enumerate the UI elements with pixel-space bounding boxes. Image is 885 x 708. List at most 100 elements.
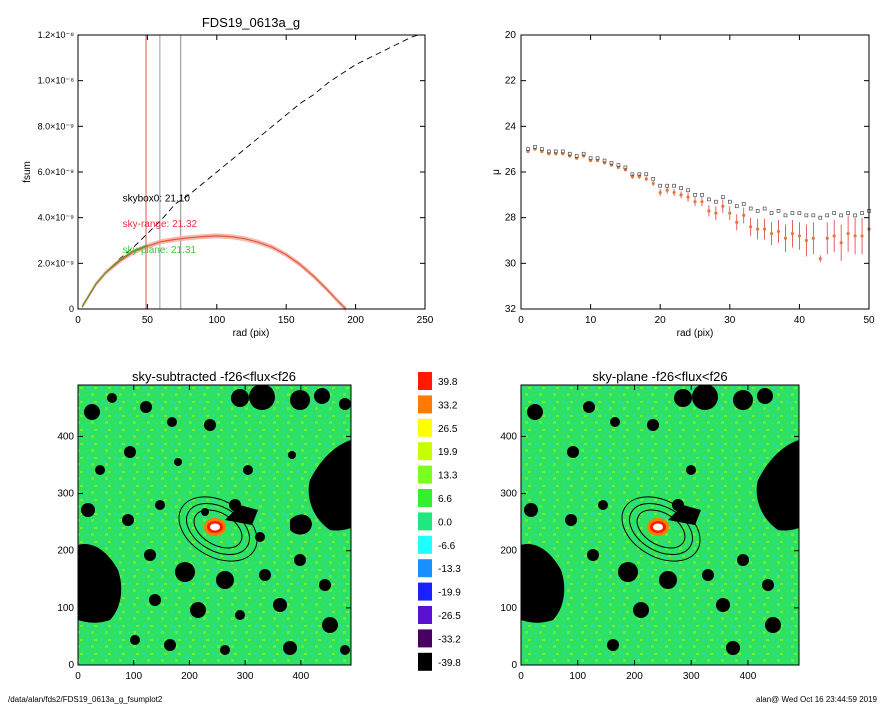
profile-point (589, 158, 593, 163)
x-tick-label: 0 (75, 671, 81, 682)
profile-point-alt (818, 215, 823, 220)
colorbar-label: -26.5 (438, 611, 461, 622)
sky-subtracted-map: sky-subtracted -f26<flux<f26 (57, 369, 352, 682)
profile-xlabel: rad (pix) (677, 328, 714, 339)
profile-point-alt (574, 154, 579, 158)
y-tick-label: 30 (505, 258, 517, 269)
profile-point-alt (686, 188, 690, 193)
profile-plot-area (526, 145, 871, 263)
profile-point (700, 200, 704, 204)
profile-point-alt (547, 149, 551, 154)
profile-point (707, 209, 711, 213)
profile-point (804, 238, 808, 243)
profile-point-alt (832, 211, 837, 215)
colorbar-swatch (418, 418, 432, 437)
profile-point-alt (860, 211, 864, 215)
profile-axes: 0 10 20 30 40 50 20 22 24 26 28 30 32 (505, 30, 875, 326)
y-tick-label: 26 (505, 167, 517, 178)
colorbar-label: -6.6 (438, 541, 456, 552)
profile-point (658, 190, 662, 195)
growth-xlabel: rad (pix) (233, 328, 270, 339)
profile-point-alt (811, 213, 816, 218)
profile-point-alt (727, 199, 732, 204)
profile-point (797, 234, 802, 238)
profile-point (651, 181, 655, 186)
x-tick-label: 200 (626, 671, 643, 682)
profile-point-alt (769, 211, 774, 215)
profile-frame (520, 34, 870, 310)
profile-point (721, 204, 725, 208)
profile-point-alt (602, 158, 607, 163)
y-tick-label: 24 (505, 121, 517, 132)
profile-point (693, 200, 697, 204)
growth-title: FDS19_0613a_g (202, 15, 300, 30)
profile-point (853, 234, 857, 238)
y-tick-label: 20 (505, 30, 517, 41)
profile-point-alt (637, 172, 642, 177)
y-tick-label: 100 (500, 603, 517, 614)
colorbar-swatch (418, 442, 432, 461)
profile-point-alt (553, 149, 558, 154)
profile-point-alt (734, 204, 739, 209)
colorbar-swatch (418, 465, 432, 484)
y-tick-label: 32 (505, 304, 517, 315)
map-left-frame (77, 384, 352, 666)
x-tick-label: 150 (278, 315, 295, 326)
x-tick-label: 0 (75, 315, 81, 326)
profile-point-alt (595, 156, 600, 161)
profile-point-alt (707, 197, 711, 202)
profile-point-alt (783, 213, 788, 218)
colorbar-swatch (418, 606, 432, 624)
profile-point (630, 174, 634, 179)
profile-point-alt (853, 213, 857, 218)
profile-point-alt (672, 183, 676, 188)
y-tick-label: 6.0×10⁻⁹ (38, 167, 75, 177)
y-tick-label: 1.2×10⁻⁸ (38, 30, 75, 40)
growth-axes: 0 50 100 150 200 250 0 2.0×10⁻⁹ 4.0×10⁻⁹ 6.0×10⁻⁹… (38, 30, 434, 326)
colorbar-swatch (418, 372, 432, 390)
profile-point-alt (693, 193, 697, 197)
map-right-axes: 0 100 200 300 400 0 100 200 300 400 (500, 385, 799, 682)
profile-point (575, 156, 579, 160)
profile-point (540, 149, 544, 154)
colorbar-label: -19.9 (438, 588, 461, 599)
colorbar-label: 6.6 (438, 494, 452, 505)
profile-point (728, 211, 732, 215)
x-tick-label: 400 (293, 671, 310, 682)
footer-user-timestamp: alan@ Wed Oct 16 23:44:59 2019 (756, 695, 877, 704)
profile-point (526, 149, 530, 154)
growth-plot-area (81, 34, 419, 312)
colorbar-swatch (418, 395, 432, 414)
sky-plane-map: sky-plane -f26<flux<f26 (500, 369, 800, 682)
profile-point (756, 227, 760, 231)
surface-brightness-chart: 0 10 20 30 40 50 20 22 24 26 28 30 32 rad (pix) μ (491, 30, 875, 339)
profile-point-alt (679, 186, 683, 190)
x-tick-label: 300 (683, 671, 700, 682)
y-tick-label: 300 (500, 489, 517, 500)
colorbar-swatch (418, 652, 432, 671)
profile-point (672, 190, 676, 195)
profile-point (790, 232, 795, 236)
mask-regions (521, 385, 799, 655)
profile-point-alt (804, 213, 809, 218)
profile-point-alt (762, 206, 767, 211)
colorbar-swatch (418, 559, 432, 578)
x-tick-label: 10 (585, 315, 597, 326)
map-right-title: sky-plane -f26<flux<f26 (592, 369, 727, 384)
y-tick-label: 4.0×10⁻⁹ (38, 213, 75, 223)
profile-point-alt (665, 183, 669, 188)
x-tick-label: 300 (237, 671, 254, 682)
target-galaxy (178, 496, 258, 562)
profile-point (769, 232, 774, 236)
profile-point (776, 229, 781, 233)
x-tick-label: 250 (417, 315, 434, 326)
profile-point (763, 227, 767, 231)
profile-point (595, 158, 600, 163)
colorbar: 39.8 33.2 26.5 19.9 13.3 6.6 0.0 -6.6 -13.3 -19.9… (418, 372, 461, 671)
profile-point-alt (755, 209, 760, 213)
colorbar-swatch (418, 535, 432, 554)
profile-point (839, 241, 843, 245)
colorbar-label: 13.3 (438, 471, 458, 482)
x-tick-label: 200 (347, 315, 364, 326)
